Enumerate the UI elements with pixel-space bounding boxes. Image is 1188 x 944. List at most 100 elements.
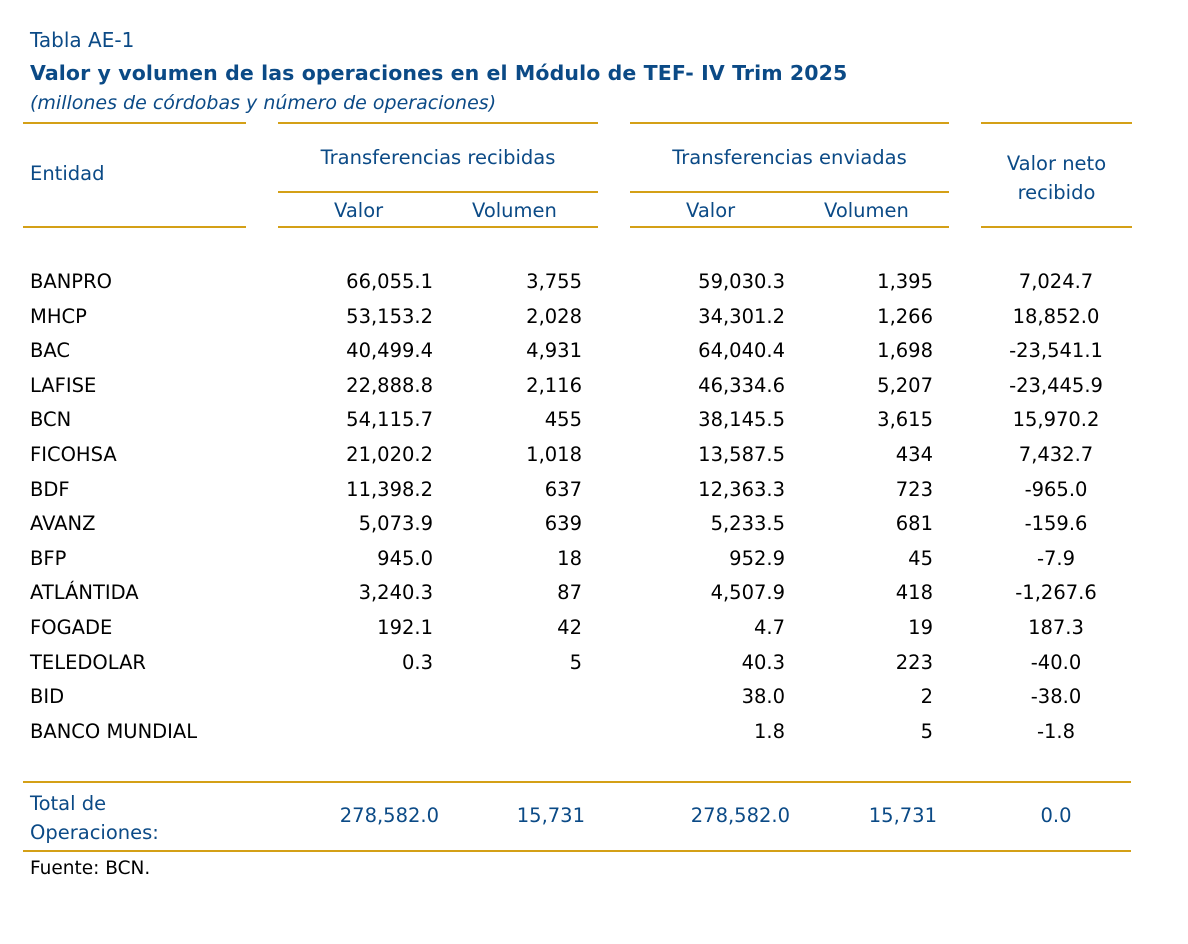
rule-entity-bottom: [23, 226, 246, 228]
sent-value-cell: 46,334.6: [698, 373, 785, 397]
entity-cell: BDF: [30, 477, 70, 501]
header-net-line2: recibido: [1017, 181, 1096, 204]
net-value-cell: -23,541.1: [1009, 339, 1103, 363]
net-value-cell: -1.8: [1036, 719, 1076, 743]
net-value-cell: 15,970.2: [1012, 408, 1100, 432]
received-volume-cell: 637: [544, 477, 582, 501]
header-entity: Entidad: [30, 162, 105, 185]
net-value-cell: -40.0: [1030, 650, 1082, 674]
received-volume-cell: 1,018: [526, 443, 582, 466]
sent-volume-cell: 418: [895, 581, 933, 605]
entity-cell: LAFISE: [30, 373, 97, 397]
table-row: LAFISE 22,888.8 2,116 46,334.6 5,207 -23,445.…: [0, 374, 1188, 408]
net-value-cell: 18,852.0: [1012, 304, 1100, 328]
total-net-value: 0.0: [1040, 804, 1072, 827]
entity-cell: BANCO MUNDIAL: [30, 719, 198, 743]
net-value-cell: -23,445.9: [1009, 373, 1103, 397]
entity-cell: BANPRO: [30, 270, 112, 293]
table-row: BANCO MUNDIAL 1.8 5 -1.8: [0, 720, 1188, 754]
sent-value-cell: 4,507.9: [710, 581, 785, 605]
header-sent-value: Valor: [686, 199, 736, 222]
entity-cell: FOGADE: [30, 616, 113, 639]
sent-value-cell: 38.0: [741, 685, 785, 709]
received-volume-cell: 4,931: [526, 339, 582, 363]
net-value-cell: -38.0: [1030, 685, 1082, 709]
received-volume-cell: 639: [544, 512, 582, 536]
entity-cell: ATLÁNTIDA: [30, 581, 139, 605]
sent-value-cell: 64,040.4: [698, 339, 785, 363]
entity-cell: BCN: [30, 408, 72, 432]
net-value-cell: 7,432.7: [1018, 443, 1094, 466]
sent-volume-cell: 1,395: [877, 270, 933, 293]
sent-volume-cell: 223: [895, 650, 933, 674]
received-value-cell: 0.3: [401, 650, 433, 674]
header-received-group: Transferencias recibidas: [320, 146, 556, 169]
received-volume-cell: 455: [544, 408, 582, 432]
rule-total-top: [23, 781, 1131, 783]
net-value-cell: -159.6: [1024, 512, 1088, 536]
sent-volume-cell: 45: [908, 546, 933, 570]
rule-received-mid: [278, 191, 598, 193]
received-value-cell: 192.1: [377, 616, 433, 639]
received-value-cell: 40,499.4: [346, 339, 433, 363]
rule-entity-top: [23, 122, 246, 124]
sent-value-cell: 12,363.3: [698, 477, 785, 501]
sent-value-cell: 952.9: [729, 546, 785, 570]
total-label-line2: Operaciones:: [30, 821, 159, 844]
sent-volume-cell: 1,698: [877, 339, 933, 363]
rule-received-top: [278, 122, 598, 124]
net-value-cell: -1,267.6: [1015, 581, 1097, 605]
sent-value-cell: 34,301.2: [698, 304, 785, 328]
table-row: BID 38.0 2 -38.0: [0, 685, 1188, 719]
net-value-cell: -965.0: [1024, 477, 1088, 501]
header-sent-group: Transferencias enviadas: [672, 146, 907, 169]
received-volume-cell: 5: [569, 650, 582, 674]
rule-sent-mid: [630, 191, 949, 193]
header-received-value: Valor: [334, 199, 384, 222]
received-value-cell: 11,398.2: [346, 477, 433, 501]
net-value-cell: -7.9: [1036, 546, 1076, 570]
sent-volume-cell: 5,207: [877, 373, 933, 397]
total-label: Total de Operaciones:: [30, 789, 159, 847]
entity-cell: BAC: [30, 339, 70, 363]
source-note: Fuente: BCN.: [30, 858, 151, 879]
entity-cell: TELEDOLAR: [30, 650, 146, 674]
sent-volume-cell: 19: [908, 616, 933, 639]
sent-value-cell: 5,233.5: [710, 512, 785, 536]
table-subtitle: (millones de córdobas y número de operac…: [30, 92, 497, 114]
total-sent-volume: 15,731: [868, 804, 937, 827]
total-sent-value: 278,582.0: [690, 804, 790, 827]
received-volume-cell: 2,028: [526, 304, 582, 328]
rule-net-top: [981, 122, 1132, 124]
table-row: ATLÁNTIDA 3,240.3 87 4,507.9 418 -1,267.6: [0, 581, 1188, 615]
total-received-value: 278,582.0: [339, 804, 439, 827]
sent-volume-cell: 3,615: [877, 408, 933, 432]
sent-value-cell: 13,587.5: [698, 443, 785, 466]
received-volume-cell: 87: [557, 581, 582, 605]
sent-value-cell: 40.3: [741, 650, 785, 674]
received-volume-cell: 3,755: [526, 270, 582, 293]
sent-value-cell: 38,145.5: [698, 408, 785, 432]
sent-volume-cell: 434: [895, 443, 933, 466]
sent-volume-cell: 723: [895, 477, 933, 501]
sent-volume-cell: 681: [895, 512, 933, 536]
entity-cell: BID: [30, 685, 65, 709]
rule-net-bottom: [981, 226, 1132, 228]
received-value-cell: 22,888.8: [346, 373, 433, 397]
table-row: MHCP 53,153.2 2,028 34,301.2 1,266 18,852.0: [0, 305, 1188, 339]
net-value-cell: 187.3: [1028, 616, 1084, 639]
received-value-cell: 5,073.9: [358, 512, 433, 536]
received-value-cell: 66,055.1: [346, 270, 433, 293]
sent-volume-cell: 2: [920, 685, 933, 709]
entity-cell: MHCP: [30, 304, 87, 328]
header-net-value: Valor neto recibido: [981, 149, 1132, 207]
header-received-volume: Volumen: [472, 199, 557, 222]
received-volume-cell: 2,116: [526, 373, 582, 397]
entity-cell: BFP: [30, 546, 67, 570]
header-net-line1: Valor neto: [1006, 152, 1107, 175]
received-value-cell: 945.0: [377, 546, 433, 570]
entity-cell: AVANZ: [30, 512, 96, 536]
received-volume-cell: 18: [557, 546, 582, 570]
rule-sent-bottom: [630, 226, 949, 228]
table-row: TELEDOLAR 0.3 5 40.3 223 -40.0: [0, 651, 1188, 685]
